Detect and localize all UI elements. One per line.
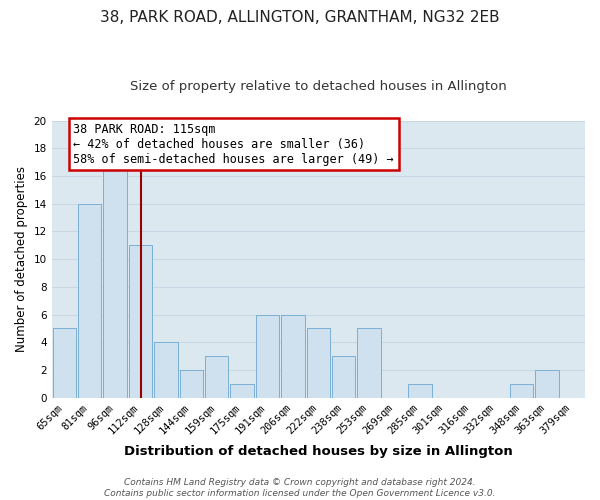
Bar <box>179 370 203 398</box>
Bar <box>230 384 254 398</box>
Bar <box>307 328 330 398</box>
Text: Contains HM Land Registry data © Crown copyright and database right 2024.
Contai: Contains HM Land Registry data © Crown c… <box>104 478 496 498</box>
Bar <box>53 328 76 398</box>
Y-axis label: Number of detached properties: Number of detached properties <box>15 166 28 352</box>
Bar <box>103 162 127 398</box>
Bar <box>129 246 152 398</box>
Bar <box>78 204 101 398</box>
Bar <box>535 370 559 398</box>
X-axis label: Distribution of detached houses by size in Allington: Distribution of detached houses by size … <box>124 444 513 458</box>
Bar <box>205 356 229 398</box>
Bar <box>256 314 279 398</box>
Bar <box>510 384 533 398</box>
Bar <box>408 384 431 398</box>
Text: 38 PARK ROAD: 115sqm
← 42% of detached houses are smaller (36)
58% of semi-detac: 38 PARK ROAD: 115sqm ← 42% of detached h… <box>73 122 394 166</box>
Bar <box>281 314 305 398</box>
Bar <box>154 342 178 398</box>
Bar <box>332 356 355 398</box>
Title: Size of property relative to detached houses in Allington: Size of property relative to detached ho… <box>130 80 507 93</box>
Text: 38, PARK ROAD, ALLINGTON, GRANTHAM, NG32 2EB: 38, PARK ROAD, ALLINGTON, GRANTHAM, NG32… <box>100 10 500 25</box>
Bar <box>358 328 381 398</box>
